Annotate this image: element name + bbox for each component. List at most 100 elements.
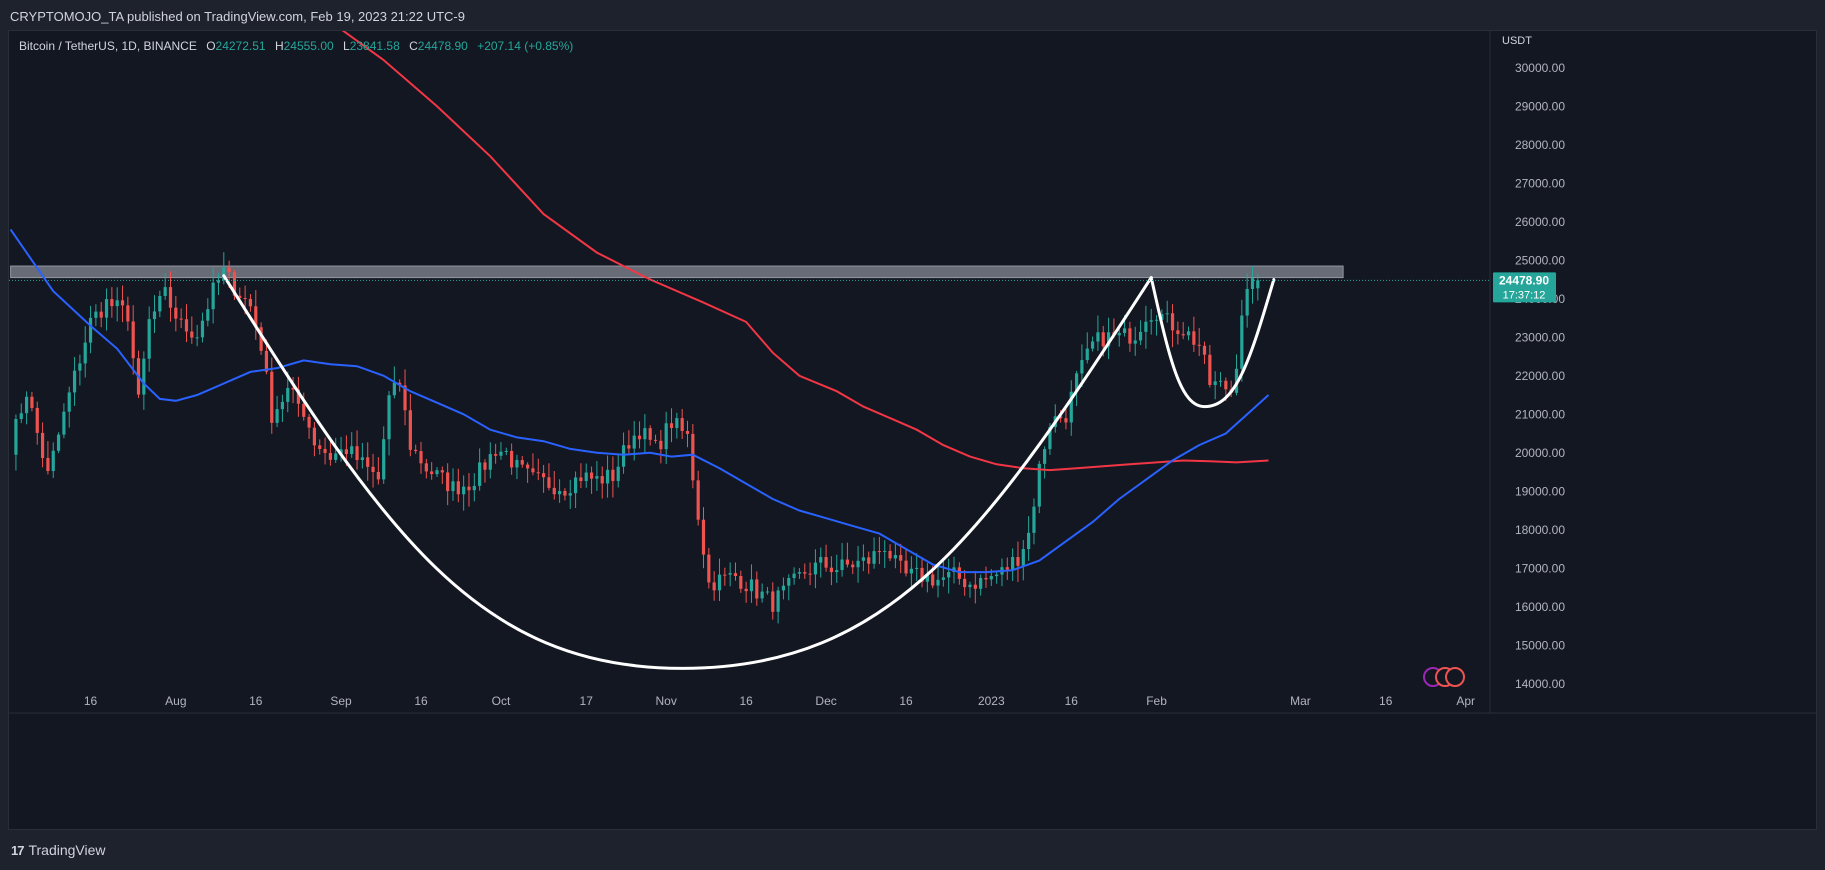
candle-body bbox=[776, 590, 780, 612]
candle-body bbox=[1005, 567, 1009, 570]
candle bbox=[541, 464, 546, 493]
price-chart[interactable]: USDT 14000.00 15000.00 16000.00 17000.00 1800… bbox=[9, 31, 1816, 829]
candle-body bbox=[430, 471, 434, 475]
candle-body bbox=[158, 295, 162, 312]
candle-body bbox=[46, 457, 50, 472]
candle bbox=[366, 442, 370, 481]
candle-body bbox=[1096, 332, 1100, 342]
candle-body bbox=[643, 428, 647, 440]
candle bbox=[883, 540, 887, 569]
candle-body bbox=[536, 472, 540, 474]
candle-body bbox=[360, 457, 364, 460]
candle bbox=[1005, 557, 1009, 580]
candle bbox=[568, 479, 572, 509]
candle-body bbox=[899, 555, 903, 561]
candle bbox=[819, 547, 823, 578]
candle bbox=[1096, 315, 1100, 351]
candle-body bbox=[1170, 313, 1175, 331]
candle-body bbox=[584, 472, 588, 482]
time-tick-label: Feb bbox=[1146, 694, 1167, 708]
candle-body bbox=[1064, 418, 1068, 423]
candle-body bbox=[707, 554, 711, 583]
candle-body bbox=[920, 567, 924, 582]
candle bbox=[408, 393, 412, 457]
candle-body bbox=[760, 591, 764, 599]
candle-body bbox=[1016, 557, 1020, 566]
price-tick-label: 19000.00 bbox=[1515, 484, 1565, 498]
high-label: H bbox=[274, 39, 284, 53]
candle bbox=[515, 454, 519, 480]
candle-body bbox=[56, 434, 61, 451]
candle bbox=[1213, 371, 1217, 400]
candle-body bbox=[984, 577, 988, 580]
candle bbox=[701, 507, 706, 569]
candle bbox=[744, 581, 748, 603]
candle bbox=[248, 294, 253, 312]
candle-body bbox=[1256, 280, 1260, 289]
candle bbox=[851, 560, 855, 575]
candle bbox=[334, 437, 338, 463]
candle bbox=[840, 543, 844, 577]
candle bbox=[835, 554, 839, 583]
candle bbox=[78, 354, 82, 386]
candle-body bbox=[1048, 427, 1052, 450]
price-axis-currency: USDT bbox=[1502, 35, 1532, 47]
candle bbox=[120, 285, 125, 323]
candle bbox=[904, 548, 908, 577]
candle-body bbox=[19, 413, 23, 420]
candle-body bbox=[14, 419, 18, 455]
candle-body bbox=[483, 462, 487, 470]
candles bbox=[14, 252, 1260, 624]
candle-body bbox=[30, 396, 34, 408]
candle bbox=[168, 271, 173, 322]
candle bbox=[1090, 336, 1095, 352]
candle-body bbox=[520, 460, 524, 465]
time-tick-label: Sep bbox=[330, 694, 352, 708]
last-price-value: 24478.90 bbox=[1499, 273, 1549, 287]
candle bbox=[259, 322, 263, 355]
candle-body bbox=[456, 481, 460, 495]
candle bbox=[589, 466, 594, 494]
candle bbox=[360, 442, 364, 469]
candle bbox=[211, 267, 215, 324]
handle-curve bbox=[1149, 276, 1276, 409]
candle bbox=[1245, 273, 1249, 328]
candle bbox=[110, 287, 114, 318]
candle bbox=[488, 442, 492, 479]
candle bbox=[925, 562, 929, 593]
candle-countdown: 17:37:12 bbox=[1503, 289, 1546, 301]
candle bbox=[563, 488, 567, 501]
candle-body bbox=[131, 321, 135, 359]
candle bbox=[179, 308, 183, 329]
candle bbox=[643, 414, 647, 454]
candle-body bbox=[883, 550, 887, 552]
candle bbox=[605, 455, 610, 498]
candle bbox=[131, 305, 135, 375]
candle-body bbox=[851, 564, 855, 568]
candle-body bbox=[861, 557, 865, 561]
candle-body bbox=[1032, 506, 1036, 533]
chart-frame[interactable]: USDT 14000.00 15000.00 16000.00 17000.00 1800… bbox=[8, 30, 1817, 830]
candle bbox=[909, 556, 913, 591]
candle bbox=[739, 570, 743, 593]
candle bbox=[872, 537, 876, 569]
ma-fast-line bbox=[9, 228, 1270, 574]
candle bbox=[520, 455, 524, 468]
symbol-label[interactable]: Bitcoin / TetherUS, 1D, BINANCE bbox=[19, 39, 197, 53]
time-tick-label: 16 bbox=[1379, 694, 1393, 708]
candle-body bbox=[595, 476, 599, 479]
candle-body bbox=[664, 423, 668, 450]
candle bbox=[621, 432, 626, 474]
candle bbox=[653, 434, 658, 444]
candle-body bbox=[376, 471, 380, 480]
time-tick-label: Oct bbox=[492, 694, 511, 708]
candle bbox=[893, 542, 897, 569]
candle-body bbox=[621, 445, 626, 467]
candle bbox=[717, 558, 722, 601]
tradingview-logo[interactable]: 17 TradingView bbox=[11, 842, 106, 858]
candle-body bbox=[936, 579, 940, 586]
candle bbox=[152, 295, 157, 333]
candle bbox=[899, 543, 903, 574]
candle-body bbox=[190, 331, 194, 338]
candle bbox=[1218, 372, 1223, 387]
